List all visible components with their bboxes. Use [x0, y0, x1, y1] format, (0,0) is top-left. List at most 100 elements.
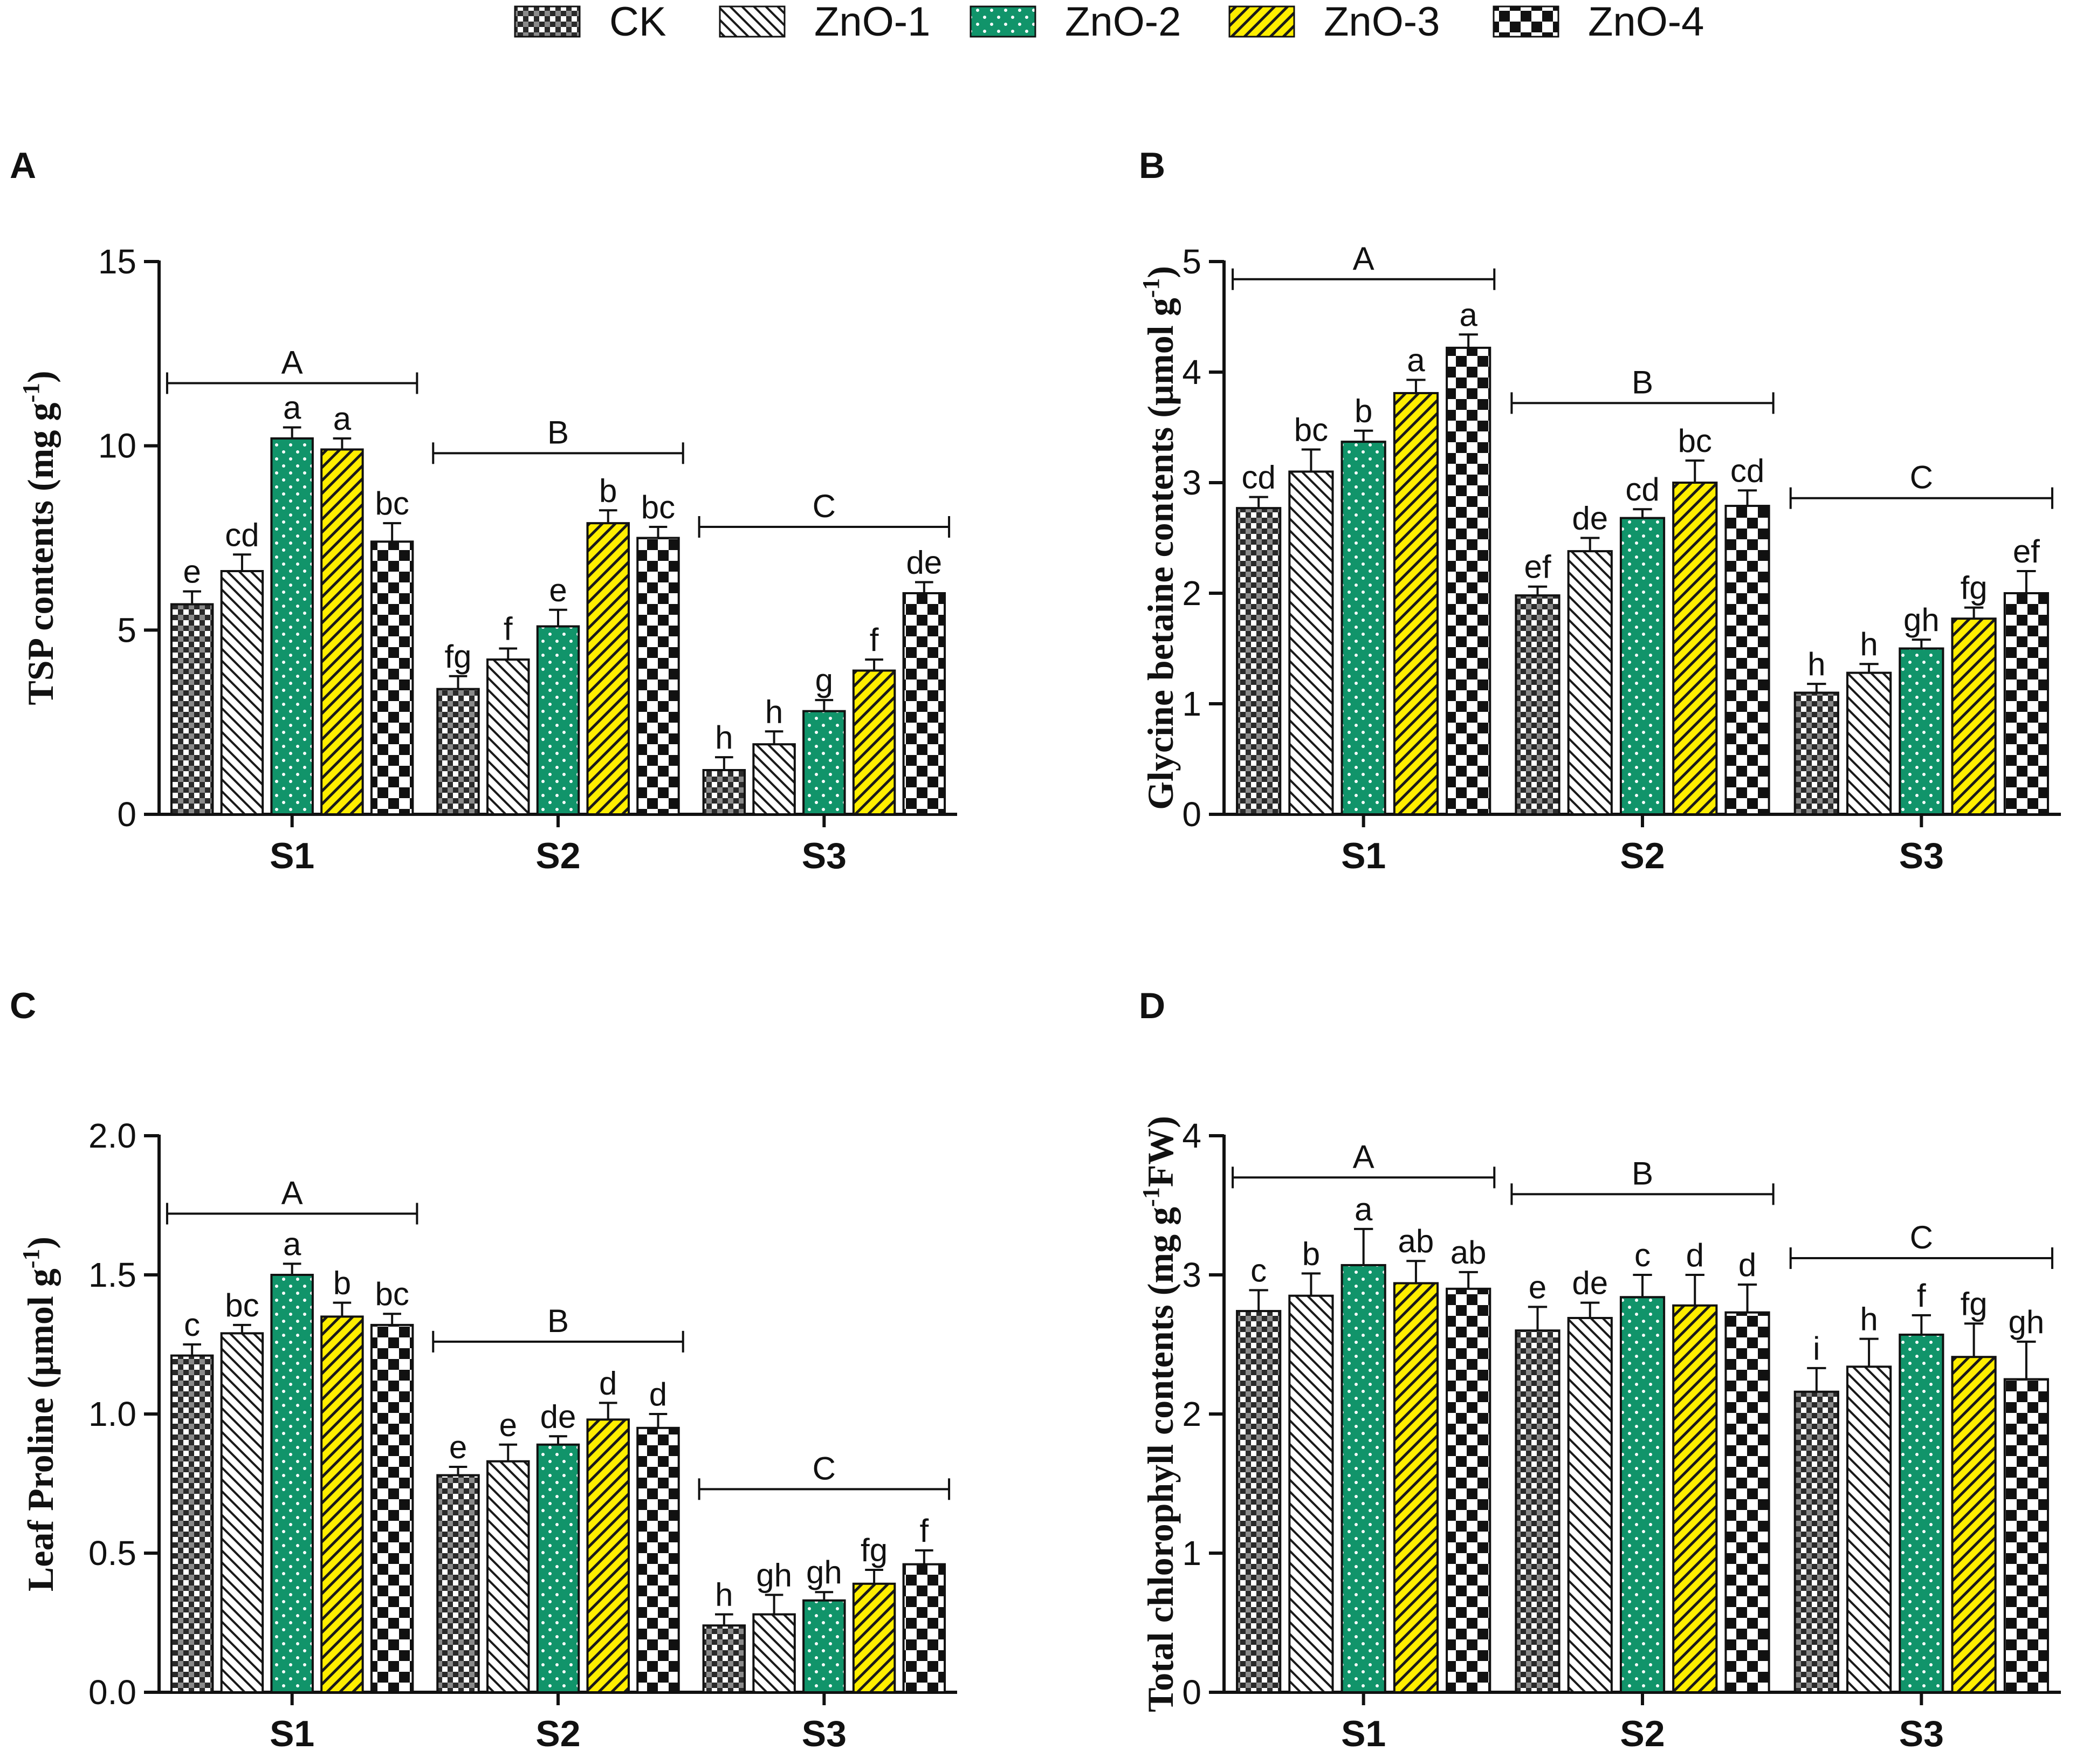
bar-s1-zno-4: [1446, 1287, 1491, 1694]
group-label: C: [1910, 1219, 1933, 1255]
significance-letter: de: [906, 545, 942, 581]
x-tick-label-s2: S2: [535, 835, 580, 876]
bar-s2-zno-4: [1724, 1311, 1770, 1693]
significance-letter: fg: [861, 1532, 888, 1568]
legend-label-zno-2: ZnO-2: [1065, 0, 1181, 45]
y-tick-label: 4: [1182, 353, 1201, 392]
x-tick-label-s3: S3: [802, 1713, 847, 1754]
bar-s2-zno-3: [586, 522, 630, 815]
bar-s3-zno-4: [2003, 1378, 2049, 1693]
bar-s2-ck: [436, 1474, 480, 1694]
legend: CK ZnO-1 ZnO-2 ZnO-3 ZnO-4: [514, 0, 1704, 45]
group-label: A: [281, 1175, 303, 1211]
y-tick-label: 5: [1182, 242, 1201, 281]
significance-letter: a: [1459, 297, 1477, 333]
y-tick-label: 4: [1182, 1116, 1201, 1155]
significance-letter: gh: [806, 1554, 842, 1590]
group-label: A: [1353, 1138, 1374, 1175]
bar-s1-zno-1: [220, 1332, 264, 1694]
bar-s2-zno-3: [586, 1418, 630, 1694]
significance-letter: d: [1738, 1247, 1756, 1283]
panel-c: C Leaf Proline (µmol g-1) 0.0 0.5 1.0 1.5 2.0 S…: [10, 985, 957, 1754]
bar-s2-ck: [436, 688, 480, 815]
y-axis-label-main: Leaf Proline (µmol g: [20, 1268, 61, 1591]
significance-letter: cd: [1625, 471, 1659, 507]
bar-s2-zno-3: [1672, 1304, 1718, 1693]
significance-letter: bc: [225, 1287, 259, 1323]
x-tick-label-s1: S1: [1341, 1713, 1386, 1754]
bar-s3-ck: [1793, 691, 1839, 815]
bar-s3-zno-2: [1899, 1333, 1944, 1693]
y-tick-label: 15: [98, 242, 136, 281]
panel-letter: B: [1139, 145, 1165, 186]
y-tick-label: 1.5: [88, 1255, 136, 1294]
bar-s2-zno-1: [1567, 550, 1613, 815]
bar-s1-zno-2: [1341, 1264, 1386, 1693]
significance-letter: bc: [641, 489, 675, 525]
bar-s2-zno-4: [636, 1426, 680, 1694]
significance-letter: bc: [375, 485, 409, 521]
bar-s1-zno-2: [270, 437, 314, 815]
y-axis-label-main: Glycine betaine contents (µmol g: [1140, 298, 1181, 810]
y-tick-label: 10: [98, 427, 136, 465]
significance-letter: d: [649, 1376, 667, 1412]
bar-s3-ck: [1793, 1390, 1839, 1693]
bar-s2-ck: [1515, 1329, 1561, 1693]
y-axis-label: Leaf Proline (µmol g-1): [18, 1237, 61, 1591]
bar-s1-ck: [170, 1354, 214, 1693]
significance-letter: de: [1572, 500, 1608, 537]
y-tick-label: 1: [1182, 684, 1201, 723]
y-tick-label: 0.0: [88, 1673, 136, 1712]
significance-letter: gh: [1903, 602, 1940, 638]
panel-letter: C: [10, 985, 36, 1026]
bar-s2-zno-2: [1619, 517, 1666, 815]
x-tick-label-s3: S3: [802, 835, 847, 876]
bar-s2-zno-3: [1672, 482, 1718, 815]
significance-letter: ef: [2013, 533, 2040, 569]
group-label: C: [813, 1450, 836, 1486]
significance-letter: b: [333, 1265, 351, 1301]
y-tick-label: 0.5: [88, 1534, 136, 1573]
panel-letter: A: [10, 145, 36, 186]
legend-label-zno-4: ZnO-4: [1588, 0, 1704, 45]
bar-s1-zno-1: [1288, 470, 1334, 815]
significance-letter: h: [1860, 626, 1878, 662]
legend-label-zno-3: ZnO-3: [1324, 0, 1440, 45]
significance-letter: ab: [1451, 1234, 1487, 1271]
significance-letter: c: [1634, 1237, 1651, 1273]
bar-s2-zno-2: [1619, 1296, 1666, 1693]
y-axis-label-end: ): [20, 370, 61, 383]
bar-s3-zno-2: [802, 1599, 846, 1693]
y-axis-label-main: Total chlorophyll contents (mg g: [1140, 1207, 1181, 1712]
significance-letter: b: [1302, 1236, 1320, 1272]
significance-letter: a: [333, 401, 352, 437]
y-tick-label: 2.0: [88, 1116, 136, 1155]
bar-s3-zno-4: [2003, 592, 2049, 815]
legend-label-ck: CK: [609, 0, 666, 45]
bar-s2-zno-4: [636, 537, 680, 815]
significance-letter: bc: [1678, 423, 1712, 459]
bar-s1-zno-1: [1288, 1294, 1334, 1693]
y-tick-label: 0: [1182, 1673, 1201, 1712]
group-label: B: [1632, 1155, 1653, 1191]
significance-letter: g: [815, 662, 833, 698]
significance-letter: cd: [1730, 452, 1764, 489]
significance-letter: e: [549, 572, 567, 608]
significance-letter: c: [184, 1307, 200, 1343]
x-tick-label-s2: S2: [1620, 835, 1665, 876]
significance-letter: bc: [375, 1276, 409, 1312]
significance-letter: gh: [756, 1557, 792, 1593]
significance-letter: a: [283, 1226, 301, 1262]
x-tick-label-s2: S2: [1620, 1713, 1665, 1754]
significance-letter: h: [765, 694, 783, 730]
significance-letter: h: [715, 719, 733, 756]
significance-letter: de: [1572, 1265, 1608, 1301]
legend-label-zno-1: ZnO-1: [814, 0, 930, 45]
significance-letter: f: [1917, 1278, 1926, 1314]
significance-letter: a: [1407, 342, 1425, 378]
bar-s1-zno-3: [1393, 392, 1439, 815]
significance-letter: a: [283, 390, 301, 426]
significance-letter: bc: [1294, 412, 1328, 448]
